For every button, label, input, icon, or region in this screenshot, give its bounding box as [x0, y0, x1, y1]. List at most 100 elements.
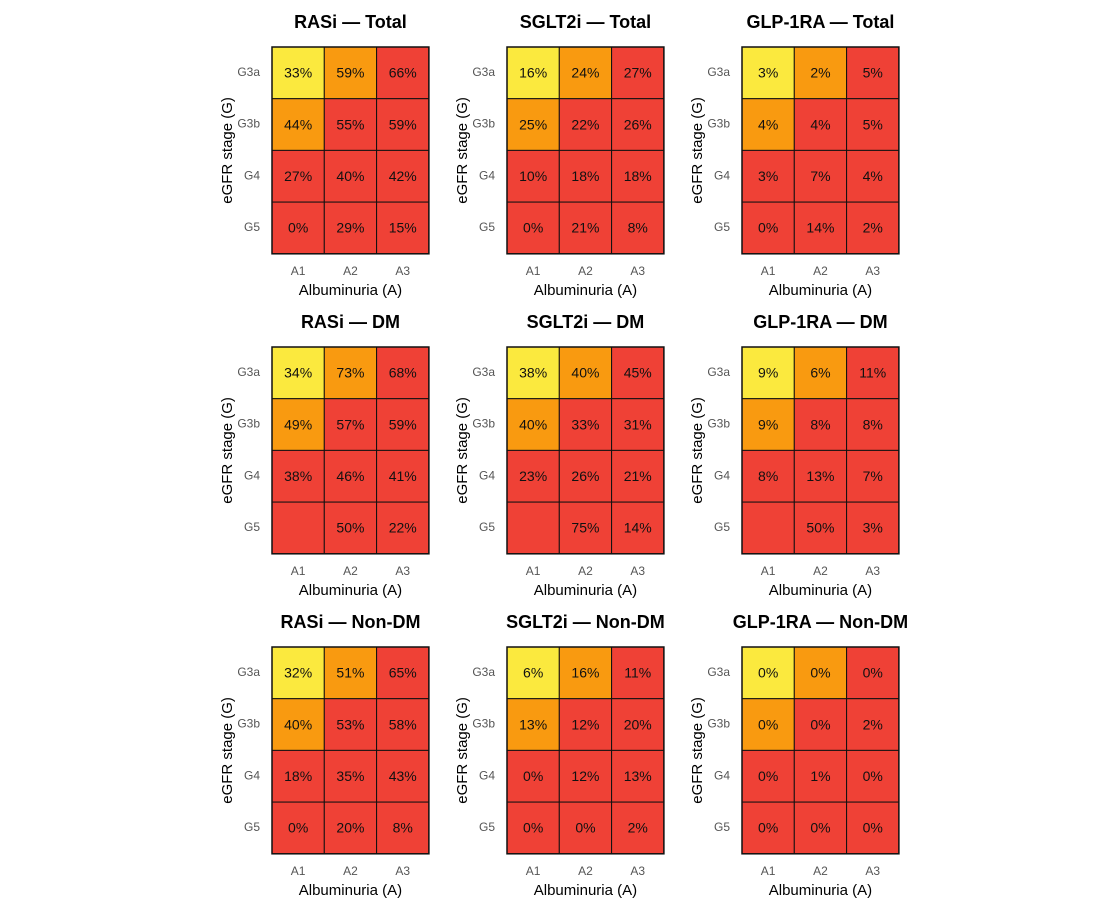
cell-value-label: 8% — [758, 468, 778, 484]
y-tick-label: G5 — [714, 220, 730, 234]
x-tick-label: A2 — [578, 864, 593, 878]
heatmap-cell — [846, 346, 900, 400]
heatmap-cell — [741, 346, 795, 400]
cell-value-label: 57% — [336, 416, 364, 432]
x-axis-title: Albuminuria (A) — [534, 282, 637, 299]
y-tick-label: G5 — [479, 520, 495, 534]
heatmap-cell — [323, 149, 378, 203]
y-tick-label: G4 — [479, 168, 495, 182]
cell-value-label: 32% — [284, 665, 312, 681]
heatmap-cell — [846, 398, 900, 451]
cell-value-label: 45% — [624, 365, 652, 381]
cell-value-label: 55% — [336, 116, 364, 132]
heatmap-cell — [558, 646, 613, 700]
cell-value-label: 20% — [624, 716, 652, 732]
x-tick-label: A3 — [395, 864, 410, 878]
heatmap-cell — [558, 501, 613, 555]
cell-value-label: 33% — [571, 416, 599, 432]
heatmap-cell — [271, 46, 325, 100]
heatmap-cell — [323, 398, 378, 451]
panel-border — [741, 46, 900, 255]
x-tick-label: A2 — [578, 264, 593, 278]
cell-value-label: 7% — [810, 168, 830, 184]
heatmap-cell — [611, 501, 665, 555]
cell-value-label: 35% — [336, 768, 364, 784]
y-tick-label: G3b — [237, 417, 260, 431]
cell-value-label: 9% — [758, 365, 778, 381]
y-tick-label: G3a — [707, 665, 730, 679]
cell-value-label: 44% — [284, 116, 312, 132]
cell-value-label: 26% — [624, 116, 652, 132]
y-tick-label: G3a — [472, 365, 495, 379]
cell-value-label: 0% — [810, 716, 830, 732]
y-axis-title: eGFR stage (G) — [219, 697, 236, 804]
cell-value-label: 8% — [393, 820, 413, 836]
cell-value-label: 13% — [624, 768, 652, 784]
heatmap-cell — [558, 449, 613, 503]
cell-value-label: 2% — [810, 65, 830, 81]
cell-value-label: 58% — [389, 716, 417, 732]
heatmap-cell — [741, 501, 795, 555]
y-axis-title: eGFR stage (G) — [454, 697, 471, 804]
y-tick-label: G3a — [472, 665, 495, 679]
y-axis-title: eGFR stage (G) — [454, 97, 471, 204]
cell-value-label: 0% — [288, 820, 308, 836]
panel-title: RASi — Non-DM — [280, 612, 420, 632]
x-tick-label: A1 — [526, 564, 541, 578]
heatmap-cell — [271, 749, 325, 803]
panel-title: RASi — DM — [301, 312, 400, 332]
cell-value-label: 12% — [571, 768, 599, 784]
cell-value-label: 9% — [758, 416, 778, 432]
heatmap-cell — [271, 698, 325, 751]
cell-value-label: 14% — [624, 520, 652, 536]
heatmap-cell — [376, 449, 430, 503]
cell-value-label: 34% — [284, 365, 312, 381]
cell-value-label: 40% — [571, 365, 599, 381]
cell-value-label: 3% — [758, 65, 778, 81]
y-axis-title: eGFR stage (G) — [219, 97, 236, 204]
cell-value-label: 65% — [389, 665, 417, 681]
cell-value-label: 50% — [806, 520, 834, 536]
cell-value-label: 49% — [284, 416, 312, 432]
panel-title: SGLT2i — DM — [527, 312, 645, 332]
cell-value-label: 4% — [863, 168, 883, 184]
heatmap-cell — [271, 398, 325, 451]
cell-value-label: 46% — [336, 468, 364, 484]
y-tick-label: G3b — [472, 417, 495, 431]
cell-value-label: 0% — [810, 820, 830, 836]
y-tick-label: G3a — [237, 665, 260, 679]
cell-value-label: 0% — [758, 716, 778, 732]
x-tick-label: A1 — [526, 264, 541, 278]
cell-value-label: 0% — [523, 820, 543, 836]
y-tick-label: G5 — [714, 520, 730, 534]
x-axis-title: Albuminuria (A) — [769, 282, 872, 299]
cell-value-label: 1% — [810, 768, 830, 784]
cell-value-label: 16% — [571, 665, 599, 681]
y-tick-label: G3b — [707, 717, 730, 731]
panel-title: GLP-1RA — Non-DM — [733, 612, 908, 632]
cell-value-label: 59% — [389, 416, 417, 432]
y-tick-label: G3b — [472, 717, 495, 731]
cell-value-label: 6% — [523, 665, 543, 681]
cell-value-label: 40% — [519, 416, 547, 432]
heatmap-cell — [376, 346, 430, 400]
heatmap-cell — [741, 149, 795, 203]
cell-value-label: 18% — [284, 768, 312, 784]
x-axis-title: Albuminuria (A) — [769, 882, 872, 899]
cell-value-label: 2% — [628, 820, 648, 836]
x-tick-label: A1 — [761, 864, 776, 878]
x-tick-label: A2 — [813, 264, 828, 278]
cell-value-label: 40% — [284, 716, 312, 732]
cell-value-label: 59% — [389, 116, 417, 132]
x-tick-label: A2 — [343, 264, 358, 278]
x-tick-label: A3 — [630, 264, 645, 278]
cell-value-label: 3% — [863, 520, 883, 536]
cell-value-label: 8% — [628, 220, 648, 236]
x-tick-label: A2 — [578, 564, 593, 578]
cell-value-label: 29% — [336, 220, 364, 236]
cell-value-label: 40% — [336, 168, 364, 184]
cell-value-label: 66% — [389, 65, 417, 81]
heatmap-cell — [741, 201, 795, 255]
panel-title: GLP-1RA — DM — [753, 312, 887, 332]
